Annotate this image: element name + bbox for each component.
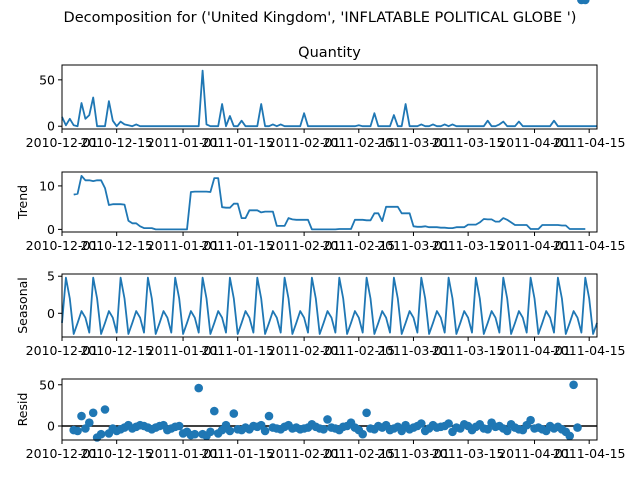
seasonal-x-tick-label: 2011-02-01 — [268, 343, 341, 358]
resid-point — [85, 418, 94, 428]
seasonal-x-tick-label: 2011-01-15 — [201, 343, 274, 358]
trend-series-line — [73, 174, 586, 231]
resid-y-tick-label: 0 — [47, 418, 55, 433]
resid-point — [573, 423, 582, 432]
resid-point — [229, 409, 239, 418]
seasonal-x-tick-label: 2011-01-01 — [147, 343, 220, 358]
quantity-x-tick-label: 2011-03-15 — [432, 135, 505, 150]
quantity-x-tick-label: 2011-01-15 — [201, 135, 274, 150]
resid-point — [225, 426, 235, 436]
panels-group: Quantity0502010-12-012010-12-152011-01-0… — [15, 0, 626, 461]
resid-point — [565, 431, 574, 441]
quantity-x-tick-label: 2011-04-01 — [498, 135, 571, 150]
resid-y-axis-label: Resid — [15, 393, 30, 427]
resid-point — [483, 425, 493, 434]
resid-point — [323, 415, 332, 424]
resid-point — [502, 426, 512, 436]
resid-x-tick-label: 2010-12-01 — [26, 446, 99, 461]
seasonal-x-tick-label: 2011-04-01 — [498, 343, 571, 358]
resid-point — [526, 415, 535, 425]
trend-x-tick-label: 2011-01-01 — [147, 238, 220, 253]
resid-point — [206, 427, 215, 437]
resid-point — [77, 411, 86, 421]
resid-x-tick-label: 2011-03-01 — [377, 446, 450, 461]
trend-x-tick-label: 2011-02-01 — [268, 238, 341, 253]
resid-point — [569, 380, 578, 390]
resid-y-tick-label: 50 — [39, 377, 55, 392]
quantity-x-tick-label: 2011-02-15 — [322, 135, 395, 150]
seasonal-x-tick-label: 2010-12-01 — [26, 343, 99, 358]
seasonal-y-axis-label: Seasonal — [15, 277, 30, 334]
seasonal-series-line — [61, 276, 598, 335]
resid-point — [194, 383, 203, 393]
figure-suptitle: Decomposition for ('United Kingdom', 'IN… — [64, 10, 577, 26]
trend-x-tick-label: 2011-01-15 — [201, 238, 274, 253]
resid-point — [444, 419, 453, 428]
resid-point — [362, 408, 371, 418]
resid-x-tick-label: 2011-04-01 — [498, 446, 571, 461]
seasonal-x-tick-label: 2011-03-15 — [432, 343, 505, 358]
resid-x-tick-label: 2010-12-15 — [80, 446, 153, 461]
trend-y-tick-label: 10 — [39, 178, 55, 193]
seasonal-x-tick-label: 2010-12-15 — [80, 343, 153, 358]
quantity-axes-frame — [61, 64, 598, 130]
quantity-x-tick-label: 2011-04-15 — [553, 135, 626, 150]
trend-y-tick-label: 0 — [47, 222, 55, 237]
resid-x-tick-label: 2011-01-01 — [147, 446, 220, 461]
seasonal-axes-frame — [61, 273, 598, 338]
quantity-y-tick-label: 0 — [47, 119, 55, 134]
trend-x-tick-label: 2011-02-15 — [322, 238, 395, 253]
resid-x-tick-label: 2011-04-15 — [553, 446, 626, 461]
trend-x-tick-label: 2011-03-15 — [432, 238, 505, 253]
resid-point — [73, 426, 82, 436]
quantity-x-tick-label: 2011-01-01 — [147, 135, 220, 150]
resid-x-tick-label: 2011-03-15 — [432, 446, 505, 461]
resid-point — [210, 406, 219, 416]
resid-point — [358, 429, 368, 439]
resid-point — [88, 408, 98, 418]
resid-axes-frame — [61, 378, 598, 441]
resid-x-tick-label: 2011-02-15 — [322, 446, 395, 461]
trend-x-tick-label: 2011-03-01 — [377, 238, 450, 253]
quantity-series-line — [61, 69, 597, 128]
seasonal-x-tick-label: 2011-02-15 — [322, 343, 395, 358]
trend-axes-frame — [61, 171, 598, 233]
quantity-x-tick-label: 2010-12-01 — [26, 135, 99, 150]
resid-point — [190, 429, 200, 439]
resid-point — [174, 421, 184, 431]
trend-x-tick-label: 2010-12-01 — [26, 238, 99, 253]
seasonal-y-tick-label: 0 — [47, 306, 55, 321]
quantity-x-tick-label: 2010-12-15 — [80, 135, 153, 150]
resid-point — [319, 425, 328, 434]
resid-x-tick-label: 2011-02-01 — [268, 446, 341, 461]
seasonal-y-tick-label: 5 — [47, 269, 55, 284]
resid-point — [96, 429, 106, 439]
seasonal-x-tick-label: 2011-04-15 — [553, 343, 626, 358]
resid-point — [260, 426, 270, 436]
trend-x-tick-label: 2010-12-15 — [80, 238, 153, 253]
trend-x-tick-label: 2011-04-15 — [553, 238, 626, 253]
resid-point — [264, 411, 274, 421]
resid-point — [581, 0, 590, 5]
quantity-y-tick-label: 50 — [39, 72, 55, 87]
seasonal-x-tick-label: 2011-03-01 — [377, 343, 450, 358]
quantity-x-tick-label: 2011-02-01 — [268, 135, 341, 150]
resid-point — [417, 419, 426, 428]
trend-x-tick-label: 2011-04-01 — [498, 238, 571, 253]
trend-y-axis-label: Trend — [15, 185, 30, 220]
quantity-x-tick-label: 2011-03-01 — [377, 135, 450, 150]
quantity-panel-title: Quantity — [298, 45, 361, 61]
resid-x-tick-label: 2011-01-15 — [201, 446, 274, 461]
resid-point — [100, 405, 110, 414]
